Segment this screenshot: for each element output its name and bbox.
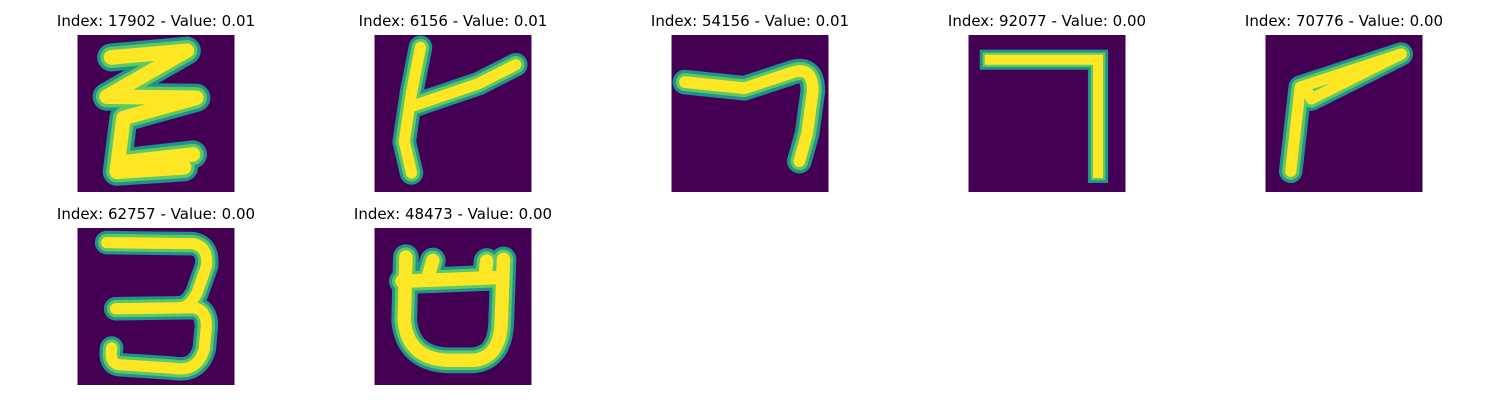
sample-image-seven-c: [1265, 35, 1423, 192]
sample-panel-6: Index: 62757 - Value: 0.00: [36, 205, 276, 390]
sample-panel-2: Index: 6156 - Value: 0.01: [333, 12, 573, 197]
sample-title: Index: 6156 - Value: 0.01: [333, 12, 573, 30]
sample-image-three: [77, 228, 235, 385]
sample-title: Index: 70776 - Value: 0.00: [1224, 12, 1464, 30]
sample-panel-1: Index: 17902 - Value: 0.01: [36, 12, 276, 197]
sample-title: Index: 54156 - Value: 0.01: [630, 12, 870, 30]
sample-image-seven-b: [968, 35, 1126, 192]
sample-image-e: [77, 35, 235, 192]
sample-image-u: [374, 228, 532, 385]
sample-panel-3: Index: 54156 - Value: 0.01: [630, 12, 870, 197]
sample-image-t: [374, 35, 532, 192]
sample-title: Index: 17902 - Value: 0.01: [36, 12, 276, 30]
sample-image-seven-a: [671, 35, 829, 192]
sample-title: Index: 92077 - Value: 0.00: [927, 12, 1167, 30]
sample-panel-4: Index: 92077 - Value: 0.00: [927, 12, 1167, 197]
sample-title: Index: 48473 - Value: 0.00: [333, 205, 573, 223]
sample-title: Index: 62757 - Value: 0.00: [36, 205, 276, 223]
sample-panel-7: Index: 48473 - Value: 0.00: [333, 205, 573, 390]
sample-panel-5: Index: 70776 - Value: 0.00: [1224, 12, 1464, 197]
